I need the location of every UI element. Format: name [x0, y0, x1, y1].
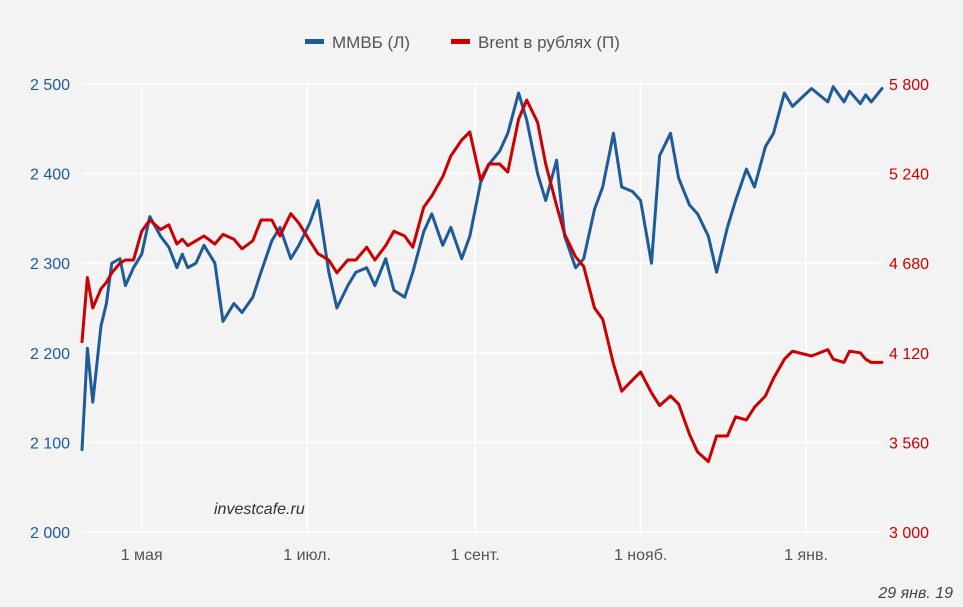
series-line-mmvb — [80, 85, 884, 452]
y-right-tick-label: 5 240 — [889, 167, 929, 184]
y-left-tick-label: 2 100 — [30, 435, 70, 452]
y-left-tick-label: 2 400 — [30, 167, 70, 184]
y-right-tick-label: 5 800 — [889, 77, 929, 94]
y-right-tick-label: 3 000 — [889, 525, 929, 542]
date-stamp: 29 янв. 19 — [877, 585, 953, 602]
x-tick-label: 1 янв. — [784, 547, 828, 564]
legend-label-brent: Brent в рублях (П) — [478, 33, 620, 52]
x-tick-label: 1 июл. — [283, 547, 331, 564]
legend-label-mmvb: ММВБ (Л) — [332, 33, 410, 52]
y-right-tick-label: 4 120 — [889, 346, 929, 363]
y-left-tick-label: 2 000 — [30, 525, 70, 542]
x-tick-label: 1 сент. — [451, 547, 500, 564]
x-tick-label: 1 мая — [121, 547, 163, 564]
series-lines — [80, 85, 884, 464]
legend: ММВБ (Л) Brent в рублях (П) — [305, 33, 620, 52]
series-line-brent — [80, 98, 884, 464]
legend-swatch-mmvb — [305, 39, 324, 44]
y-right-tick-label: 4 680 — [889, 256, 929, 273]
x-tick-label: 1 нояб. — [614, 547, 667, 564]
axes: 2 000 3 000 2 100 3 560 2 200 4 120 2 300 4 680… — [30, 77, 929, 564]
y-left-tick-label: 2 500 — [30, 77, 70, 94]
legend-swatch-brent — [451, 39, 470, 44]
y-left-tick-label: 2 300 — [30, 256, 70, 273]
y-left-tick-label: 2 200 — [30, 346, 70, 363]
y-right-tick-label: 3 560 — [889, 435, 929, 452]
watermark: investcafe.ru — [214, 501, 305, 518]
grid — [82, 83, 882, 533]
